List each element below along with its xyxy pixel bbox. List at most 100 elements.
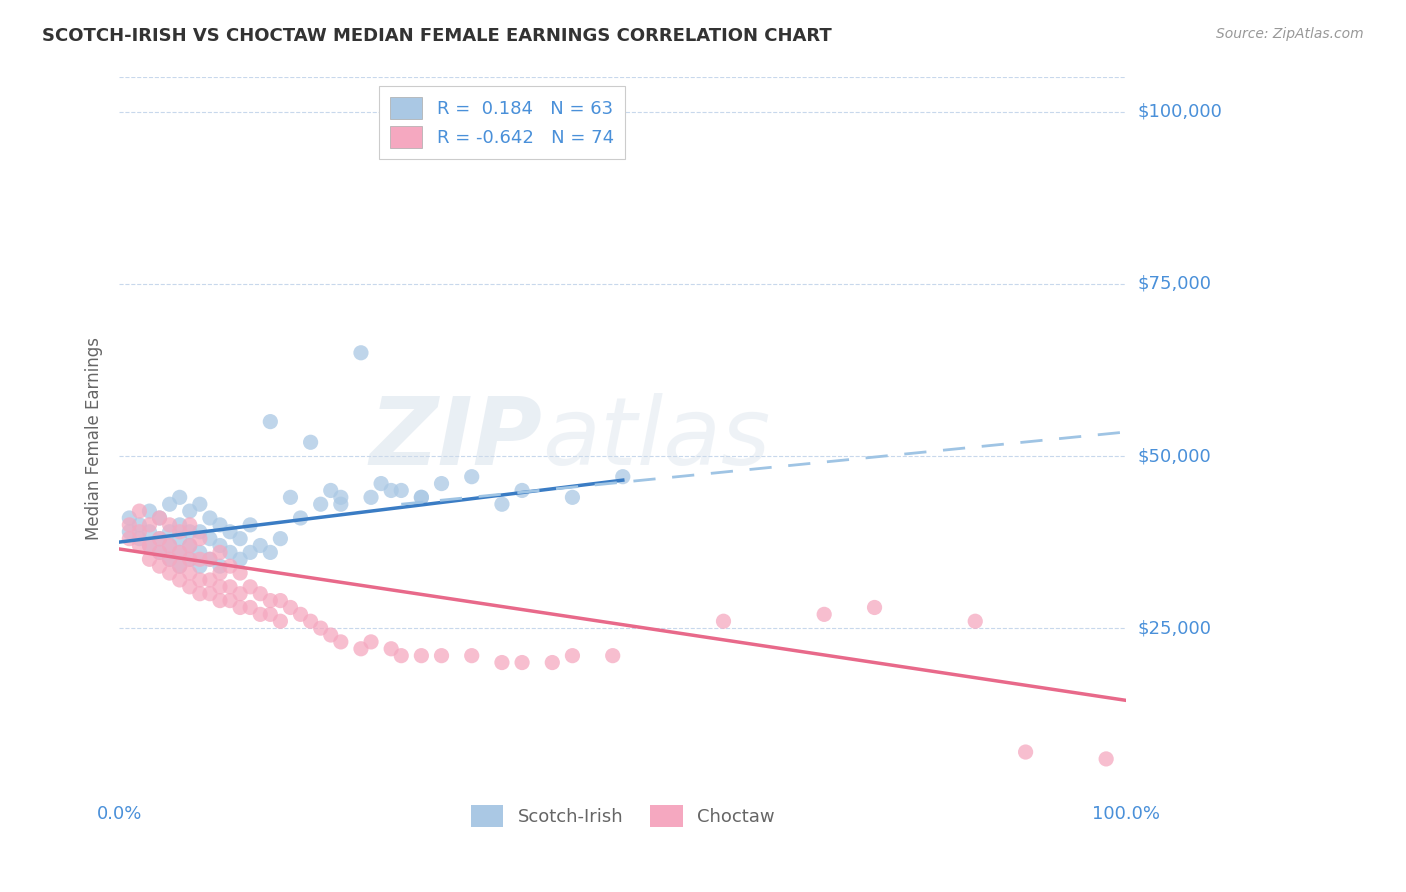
Point <box>188 497 211 511</box>
Point <box>713 614 735 628</box>
Point <box>491 497 513 511</box>
Point <box>138 539 160 553</box>
Point <box>138 524 160 539</box>
Point <box>179 580 201 594</box>
Point <box>188 524 211 539</box>
Point <box>148 532 170 546</box>
Point <box>198 587 221 601</box>
Point <box>350 345 373 359</box>
Point <box>159 539 181 553</box>
Point <box>188 559 211 574</box>
Point <box>128 539 150 553</box>
Text: Source: ZipAtlas.com: Source: ZipAtlas.com <box>1216 27 1364 41</box>
Point <box>179 539 201 553</box>
Point <box>249 607 271 622</box>
Point <box>239 600 262 615</box>
Point <box>179 524 201 539</box>
Point <box>138 517 160 532</box>
Point <box>118 517 141 532</box>
Point <box>159 497 181 511</box>
Point <box>239 580 262 594</box>
Point <box>965 614 987 628</box>
Point <box>370 476 392 491</box>
Point <box>208 559 231 574</box>
Point <box>219 559 242 574</box>
Point <box>118 532 141 546</box>
Point <box>411 491 433 505</box>
Point <box>259 593 281 607</box>
Point <box>510 656 533 670</box>
Point <box>299 614 322 628</box>
Text: atlas: atlas <box>543 393 770 484</box>
Point <box>159 552 181 566</box>
Point <box>138 552 160 566</box>
Point <box>138 539 160 553</box>
Point <box>148 532 170 546</box>
Point <box>179 504 201 518</box>
Point <box>259 545 281 559</box>
Point <box>188 532 211 546</box>
Point <box>239 545 262 559</box>
Text: $25,000: $25,000 <box>1137 619 1212 637</box>
Point <box>239 517 262 532</box>
Point <box>259 415 281 429</box>
Point <box>229 552 252 566</box>
Point <box>148 545 170 559</box>
Text: SCOTCH-IRISH VS CHOCTAW MEDIAN FEMALE EARNINGS CORRELATION CHART: SCOTCH-IRISH VS CHOCTAW MEDIAN FEMALE EA… <box>42 27 832 45</box>
Point <box>159 539 181 553</box>
Point <box>612 469 634 483</box>
Point <box>198 511 221 525</box>
Point <box>128 532 150 546</box>
Y-axis label: Median Female Earnings: Median Female Earnings <box>86 337 103 541</box>
Point <box>188 552 211 566</box>
Point <box>309 497 332 511</box>
Point <box>461 469 484 483</box>
Point <box>208 580 231 594</box>
Point <box>219 580 242 594</box>
Point <box>188 545 211 559</box>
Point <box>148 511 170 525</box>
Point <box>491 656 513 670</box>
Point <box>128 517 150 532</box>
Point <box>1014 745 1036 759</box>
Point <box>169 532 191 546</box>
Point <box>510 483 533 498</box>
Point <box>411 648 433 663</box>
Point <box>229 587 252 601</box>
Point <box>299 435 322 450</box>
Text: ZIP: ZIP <box>370 392 543 485</box>
Point <box>219 545 242 559</box>
Point <box>1095 752 1118 766</box>
Point <box>430 476 453 491</box>
Point <box>148 559 170 574</box>
Point <box>813 607 835 622</box>
Point <box>561 491 583 505</box>
Point <box>198 552 221 566</box>
Point <box>229 532 252 546</box>
Point <box>229 566 252 580</box>
Point <box>179 517 201 532</box>
Point <box>219 593 242 607</box>
Point <box>561 648 583 663</box>
Point <box>380 483 402 498</box>
Point <box>138 504 160 518</box>
Point <box>148 545 170 559</box>
Point <box>169 524 191 539</box>
Text: $100,000: $100,000 <box>1137 103 1222 120</box>
Point <box>380 641 402 656</box>
Point <box>249 539 271 553</box>
Point <box>319 628 342 642</box>
Point <box>208 517 231 532</box>
Point <box>208 593 231 607</box>
Point <box>208 539 231 553</box>
Point <box>159 524 181 539</box>
Point <box>219 524 242 539</box>
Point <box>159 552 181 566</box>
Point <box>208 545 231 559</box>
Point <box>309 621 332 635</box>
Point <box>169 559 191 574</box>
Point <box>169 545 191 559</box>
Point <box>461 648 484 663</box>
Point <box>169 491 191 505</box>
Point <box>148 511 170 525</box>
